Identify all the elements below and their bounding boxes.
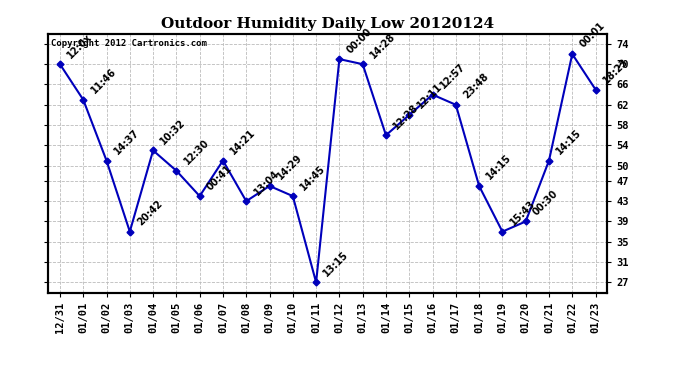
Text: 15:43: 15:43 [508,198,537,228]
Text: 14:15: 14:15 [555,128,584,156]
Text: 14:45: 14:45 [298,163,327,192]
Text: 00:41: 00:41 [205,163,234,192]
Text: 14:28: 14:28 [368,31,397,60]
Text: 00:00: 00:00 [345,26,374,55]
Text: 10:32: 10:32 [159,117,188,146]
Title: Outdoor Humidity Daily Low 20120124: Outdoor Humidity Daily Low 20120124 [161,17,494,31]
Text: 14:37: 14:37 [112,128,141,156]
Text: 00:30: 00:30 [531,188,560,217]
Text: Copyright 2012 Cartronics.com: Copyright 2012 Cartronics.com [51,39,207,48]
Text: 13:04: 13:04 [252,168,281,197]
Text: 13:15: 13:15 [322,249,351,278]
Text: 12:30: 12:30 [182,138,211,166]
Text: 18:23: 18:23 [601,56,630,86]
Text: 12:57: 12:57 [438,62,467,90]
Text: 12:0x: 12:0x [66,32,94,60]
Text: 00:01: 00:01 [578,21,607,50]
Text: 23:48: 23:48 [462,72,491,100]
Text: 12:11: 12:11 [415,82,444,111]
Text: 14:15: 14:15 [484,153,513,182]
Text: 11:46: 11:46 [89,66,118,96]
Text: 14:29: 14:29 [275,153,304,182]
Text: 20:42: 20:42 [135,198,164,228]
Text: 14:21: 14:21 [228,128,257,156]
Text: 12:28: 12:28 [391,102,421,131]
